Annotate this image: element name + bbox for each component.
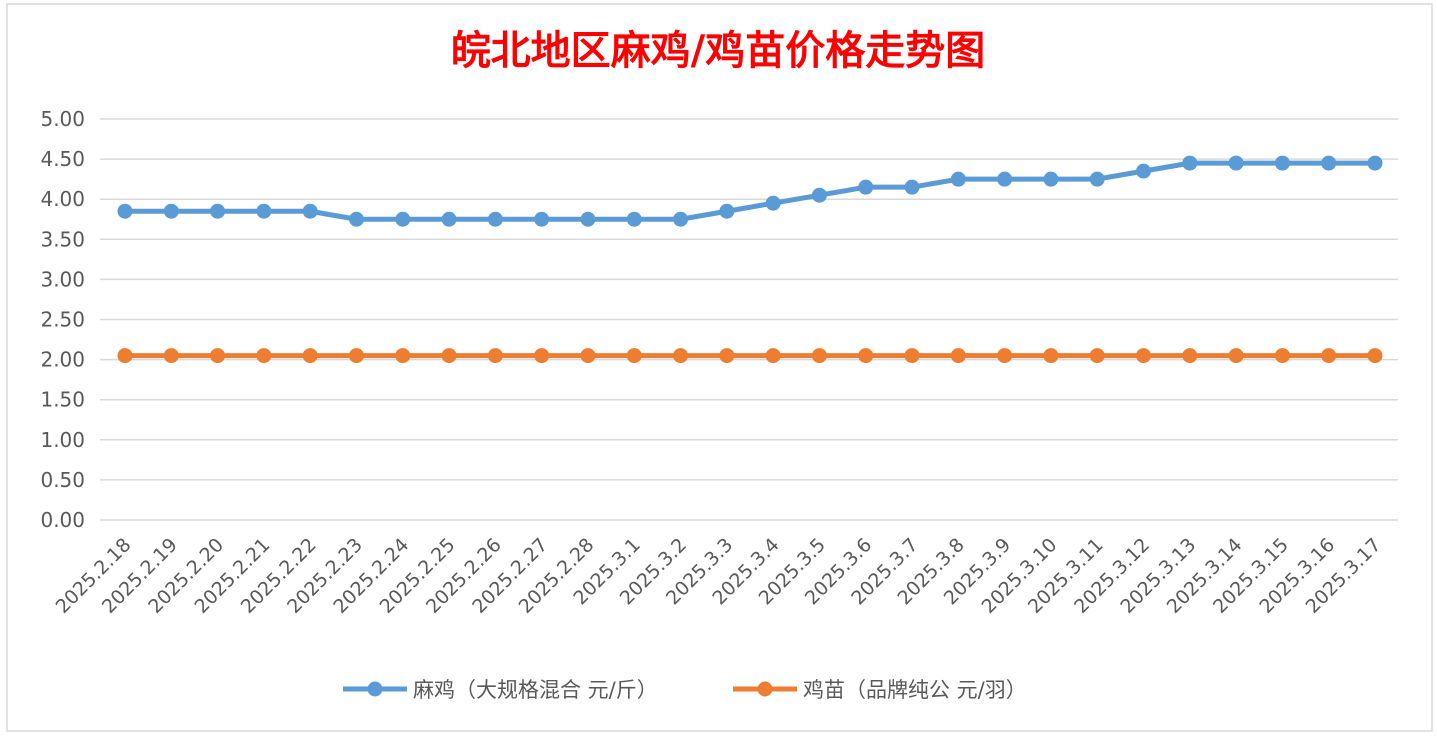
- series-1: [117, 155, 1383, 227]
- y-tick-label: 2.00: [40, 348, 85, 372]
- data-point: [1228, 155, 1244, 171]
- legend-marker: [757, 681, 773, 697]
- data-point: [1367, 155, 1383, 171]
- data-point: [1321, 348, 1337, 364]
- data-point: [997, 171, 1013, 187]
- data-point: [765, 348, 781, 364]
- data-point: [950, 171, 966, 187]
- data-point: [1182, 348, 1198, 364]
- data-point: [1136, 348, 1152, 364]
- y-tick-label: 0.00: [40, 508, 85, 532]
- data-point: [858, 348, 874, 364]
- data-point: [811, 348, 827, 364]
- data-point: [904, 179, 920, 195]
- data-point: [1136, 163, 1152, 179]
- data-point: [1043, 348, 1059, 364]
- legend-entry-1: 麻鸡（大规格混合 元/斤）: [343, 678, 658, 702]
- data-point: [210, 348, 226, 364]
- data-point: [487, 211, 503, 227]
- data-point: [348, 211, 364, 227]
- data-point: [1321, 155, 1337, 171]
- legend: 麻鸡（大规格混合 元/斤） 鸡苗（品牌纯公 元/羽）: [343, 678, 1027, 702]
- data-point: [673, 348, 689, 364]
- chart-border: [6, 3, 1433, 732]
- data-point: [1274, 155, 1290, 171]
- data-point: [719, 203, 735, 219]
- data-point: [997, 348, 1013, 364]
- data-point: [395, 211, 411, 227]
- data-point: [580, 211, 596, 227]
- data-point: [256, 348, 272, 364]
- y-tick-label: 4.50: [40, 147, 85, 171]
- data-point: [534, 211, 550, 227]
- y-tick-label: 4.00: [40, 187, 85, 211]
- legend-label: 麻鸡（大规格混合 元/斤）: [413, 678, 658, 702]
- data-point: [811, 187, 827, 203]
- legend-label: 鸡苗（品牌纯公 元/羽）: [803, 678, 1027, 702]
- data-point: [1274, 348, 1290, 364]
- data-point: [256, 203, 272, 219]
- legend-marker: [367, 681, 383, 697]
- series-line: [122, 160, 1378, 222]
- data-point: [719, 348, 735, 364]
- data-point: [395, 348, 411, 364]
- data-point: [163, 203, 179, 219]
- gridlines: [100, 118, 1398, 521]
- data-point: [626, 211, 642, 227]
- data-point: [117, 203, 133, 219]
- y-tick-label: 1.50: [40, 388, 85, 412]
- data-point: [1228, 348, 1244, 364]
- data-point: [348, 348, 364, 364]
- data-point: [163, 348, 179, 364]
- y-tick-label: 3.00: [40, 267, 85, 291]
- data-point: [765, 195, 781, 211]
- data-point: [302, 203, 318, 219]
- y-tick-label: 5.00: [40, 107, 85, 131]
- data-point: [1043, 171, 1059, 187]
- chart-title: 皖北地区麻鸡/鸡苗价格走势图: [451, 27, 986, 74]
- y-tick-label: 2.50: [40, 308, 85, 332]
- data-point: [858, 179, 874, 195]
- data-point: [302, 348, 318, 364]
- data-point: [1089, 171, 1105, 187]
- y-axis-ticks: 0.00 0.50 1.00 1.50 2.00 2.50 3.00 3.50 4.00 4.50…: [40, 107, 85, 532]
- data-point: [441, 348, 457, 364]
- data-point: [1089, 348, 1105, 364]
- data-point: [580, 348, 596, 364]
- data-point: [1182, 155, 1198, 171]
- data-point: [117, 348, 133, 364]
- legend-entry-2: 鸡苗（品牌纯公 元/羽）: [733, 678, 1027, 702]
- data-point: [441, 211, 457, 227]
- data-point: [950, 348, 966, 364]
- series-lines: [117, 155, 1383, 364]
- series-2: [117, 348, 1383, 364]
- y-tick-label: 3.50: [40, 227, 85, 251]
- data-point: [904, 348, 920, 364]
- data-point: [534, 348, 550, 364]
- y-tick-label: 0.50: [40, 468, 85, 492]
- data-point: [1367, 348, 1383, 364]
- y-tick-label: 1.00: [40, 428, 85, 452]
- data-point: [487, 348, 503, 364]
- data-point: [673, 211, 689, 227]
- data-point: [626, 348, 642, 364]
- data-point: [210, 203, 226, 219]
